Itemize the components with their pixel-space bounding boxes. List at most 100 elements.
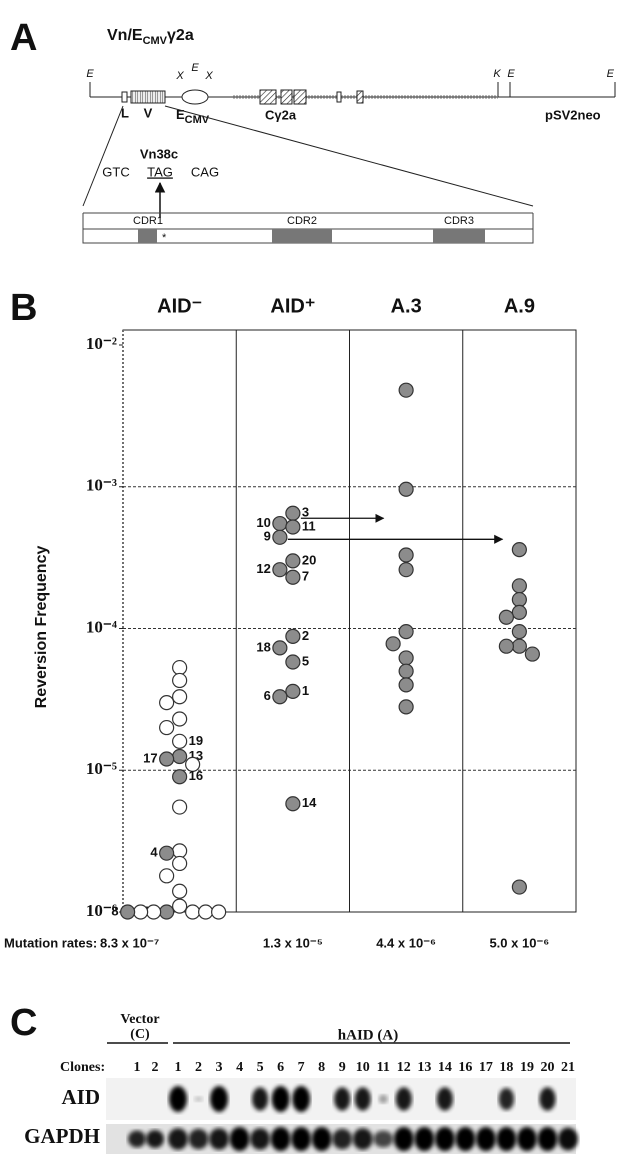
data-point xyxy=(173,884,187,898)
data-point xyxy=(173,673,187,687)
site-label: K xyxy=(493,68,501,80)
clone-number: 19 xyxy=(520,1060,534,1075)
clone-number: 9 xyxy=(339,1060,346,1075)
point-label: 16 xyxy=(189,768,203,783)
point-label: 11 xyxy=(302,518,316,533)
codon: GTC xyxy=(102,164,129,179)
column-header: AID⁺ xyxy=(270,295,315,317)
gapdh-band xyxy=(353,1128,373,1150)
data-point xyxy=(173,750,187,764)
data-point xyxy=(173,734,187,748)
haid-label: hAID (A) xyxy=(338,1027,398,1043)
site-label: E xyxy=(86,68,94,80)
element-label: Cγ2a xyxy=(265,107,297,122)
gapdh-band xyxy=(271,1127,291,1151)
gapdh-band xyxy=(373,1131,393,1148)
point-label: 2 xyxy=(302,628,309,643)
aid-band xyxy=(169,1086,187,1112)
data-point xyxy=(160,752,174,766)
aid-band xyxy=(334,1087,350,1110)
data-point xyxy=(399,383,413,397)
clone-number: 16 xyxy=(458,1060,472,1075)
clone-number: 5 xyxy=(257,1060,264,1075)
exon xyxy=(357,91,363,103)
data-point xyxy=(399,700,413,714)
panel-letter: A xyxy=(10,17,37,59)
cdr-label: CDR3 xyxy=(444,215,474,227)
data-point xyxy=(512,579,526,593)
title-rest: γ2a xyxy=(167,27,194,44)
data-point xyxy=(512,639,526,653)
row-label: AID xyxy=(61,1085,100,1109)
mutant-label: Vn38c xyxy=(140,146,178,161)
data-point xyxy=(173,800,187,814)
data-point xyxy=(134,905,148,919)
data-point xyxy=(160,905,174,919)
data-point xyxy=(160,721,174,735)
data-point xyxy=(399,664,413,678)
y-tick-label: 10⁻² xyxy=(86,334,117,353)
data-point xyxy=(173,770,187,784)
gapdh-band xyxy=(558,1128,578,1151)
gapdh-band xyxy=(230,1127,250,1151)
clone-number: 13 xyxy=(417,1060,431,1075)
zoom-line xyxy=(165,106,533,206)
data-point xyxy=(499,639,513,653)
title-sub: CMV xyxy=(143,35,168,47)
aid-band xyxy=(252,1087,268,1110)
column-header: A.3 xyxy=(391,295,422,317)
mutation-rate: 5.0 x 10⁻⁶ xyxy=(489,935,549,950)
clone-number: 17 xyxy=(479,1060,493,1075)
data-point xyxy=(512,543,526,557)
row-label: GAPDH xyxy=(24,1124,100,1148)
point-label: 14 xyxy=(302,795,317,810)
gapdh-band xyxy=(394,1127,414,1151)
aid-band xyxy=(396,1087,412,1110)
data-point xyxy=(173,844,187,858)
data-point xyxy=(286,629,300,643)
gapdh-band xyxy=(168,1128,188,1150)
data-point xyxy=(286,554,300,568)
data-point xyxy=(147,905,161,919)
data-point xyxy=(286,684,300,698)
data-point xyxy=(512,880,526,894)
codon: CAG xyxy=(191,164,219,179)
mutation-rate: 4.4 x 10⁻⁶ xyxy=(376,935,436,950)
gapdh-band xyxy=(250,1128,270,1150)
gapdh-band xyxy=(312,1127,332,1151)
column-header: A.9 xyxy=(504,295,535,317)
clone-number: 20 xyxy=(540,1060,554,1075)
data-point xyxy=(512,593,526,607)
gapdh-band xyxy=(291,1127,311,1151)
figure: A Vn/ECMVγ2a E X E X K E E L V ECMV Cγ2a… xyxy=(0,0,619,1156)
gapdh-band xyxy=(414,1127,434,1151)
mutation-rate: 1.3 x 10⁻⁵ xyxy=(263,935,323,950)
l-box xyxy=(122,92,127,102)
aid-band xyxy=(194,1096,203,1101)
point-label: 5 xyxy=(302,653,309,668)
data-point xyxy=(273,530,287,544)
panel-letter: B xyxy=(10,287,37,329)
mutation-star: * xyxy=(162,232,167,244)
aid-band xyxy=(379,1094,388,1103)
point-label: 4 xyxy=(150,845,158,860)
gapdh-band xyxy=(537,1127,557,1151)
data-point xyxy=(186,905,200,919)
clone-number: 11 xyxy=(377,1060,390,1075)
element-label: pSV2neo xyxy=(545,107,601,122)
data-point xyxy=(173,856,187,870)
construct-title: Vn/ECMVγ2a xyxy=(107,27,194,47)
data-point xyxy=(273,641,287,655)
element-label: V xyxy=(144,105,153,120)
cdr-box xyxy=(138,229,157,243)
panel-c: C Vector (C) hAID (A) Clones: AID GAPDH … xyxy=(10,1002,578,1154)
gapdh-band xyxy=(128,1131,146,1148)
data-point xyxy=(525,647,539,661)
data-point xyxy=(286,506,300,520)
v-box xyxy=(131,91,165,103)
site-label: E xyxy=(607,68,615,80)
site-label: X xyxy=(175,70,184,82)
point-label: 6 xyxy=(264,688,271,703)
enhancer xyxy=(182,90,208,104)
gapdh-band xyxy=(496,1127,516,1151)
